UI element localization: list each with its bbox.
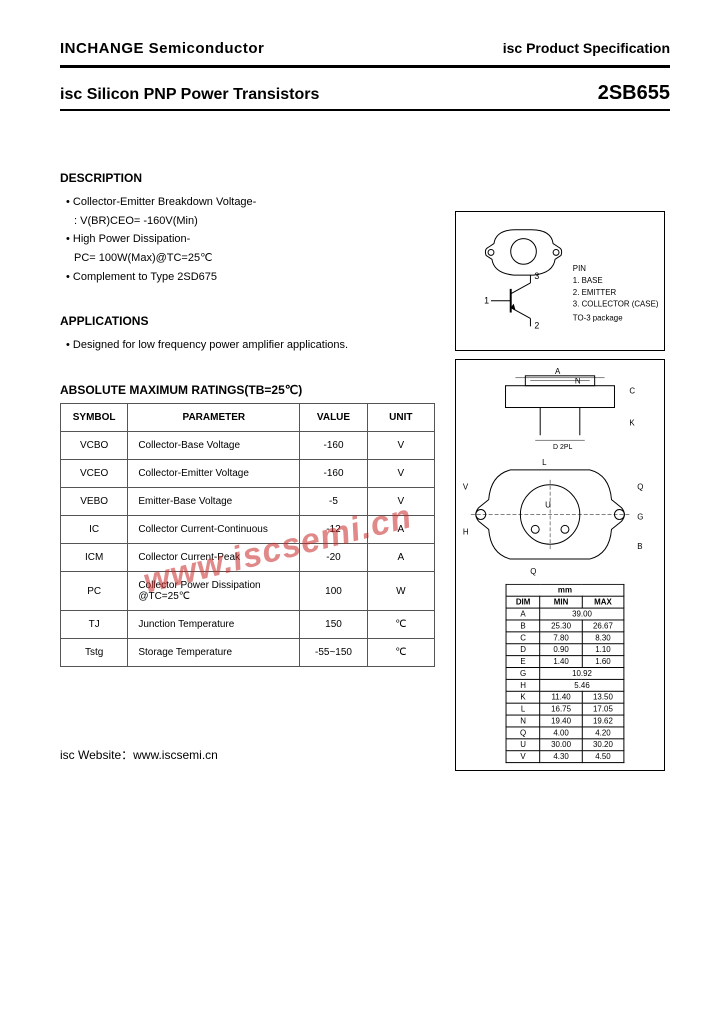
description-list: Collector-Emitter Breakdown Voltage- : V… (60, 193, 435, 286)
svg-text:K: K (629, 418, 635, 427)
svg-text:PIN: PIN (573, 264, 586, 273)
cell-value: -55~150 (300, 639, 367, 667)
part-number: 2SB655 (598, 82, 670, 105)
footer: isc Website：www.iscsemi.cn (60, 746, 218, 763)
col-symbol: SYMBOL (61, 404, 128, 432)
col-value: VALUE (300, 404, 367, 432)
left-column: DESCRIPTION Collector-Emitter Breakdown … (60, 171, 455, 771)
app-line: Designed for low frequency power amplifi… (60, 336, 435, 355)
ratings-table: SYMBOL PARAMETER VALUE UNIT VCBO Collect… (60, 403, 435, 667)
svg-text:3. COLLECTOR (CASE): 3. COLLECTOR (CASE) (573, 300, 659, 309)
desc-line: High Power Dissipation- (60, 230, 435, 249)
applications-heading: APPLICATIONS (60, 314, 435, 328)
table-header-row: SYMBOL PARAMETER VALUE UNIT (61, 404, 435, 432)
svg-text:L: L (542, 458, 547, 467)
svg-text:N: N (575, 377, 581, 386)
company-name: INCHANGE Semiconductor (60, 40, 264, 57)
svg-text:Q: Q (637, 483, 643, 492)
cell-symbol: Tstg (61, 639, 128, 667)
cell-unit: ℃ (367, 639, 434, 667)
svg-text:2: 2 (534, 320, 539, 330)
svg-text:D 2PL: D 2PL (553, 444, 572, 451)
applications-text: Designed for low frequency power amplifi… (60, 336, 435, 355)
package-drawing: A N C K D 2PL (455, 359, 665, 771)
cell-param: Collector-Base Voltage (128, 432, 300, 460)
table-row: VCBO Collector-Base Voltage -160 V (61, 432, 435, 460)
svg-text:G: G (637, 512, 643, 521)
svg-text:V: V (463, 483, 469, 492)
cell-value: -160 (300, 460, 367, 488)
cell-unit: V (367, 460, 434, 488)
rule-top (60, 65, 670, 68)
cell-symbol: IC (61, 516, 128, 544)
svg-text:3: 3 (534, 271, 539, 281)
desc-line: PC= 100W(Max)@TC=25℃ (60, 249, 435, 268)
cell-value: -5 (300, 488, 367, 516)
cell-param: Storage Temperature (128, 639, 300, 667)
pinout-diagram: 1 3 2 PIN 1. BASE 2. EMITTER 3. COLLECTO… (455, 211, 665, 351)
col-unit: UNIT (367, 404, 434, 432)
svg-text:H: H (463, 527, 469, 536)
cell-symbol: ICM (61, 544, 128, 572)
svg-text:A: A (555, 367, 561, 376)
table-row: TJ Junction Temperature 150 ℃ (61, 611, 435, 639)
cell-value: -12 (300, 516, 367, 544)
rule-title (60, 109, 670, 111)
table-row: IC Collector Current-Continuous -12 A (61, 516, 435, 544)
cell-param: Junction Temperature (128, 611, 300, 639)
cell-value: -20 (300, 544, 367, 572)
table-row: VEBO Emitter-Base Voltage -5 V (61, 488, 435, 516)
desc-line: Complement to Type 2SD675 (60, 268, 435, 287)
footer-label: isc Website： (60, 748, 133, 762)
svg-text:C: C (629, 387, 635, 396)
cell-param: Collector Current-Continuous (128, 516, 300, 544)
svg-text:U: U (545, 501, 551, 510)
table-row: VCEO Collector-Emitter Voltage -160 V (61, 460, 435, 488)
cell-symbol: VCEO (61, 460, 128, 488)
cell-symbol: VCBO (61, 432, 128, 460)
description-heading: DESCRIPTION (60, 171, 435, 185)
cell-param: Emitter-Base Voltage (128, 488, 300, 516)
cell-symbol: PC (61, 572, 128, 611)
table-row: ICM Collector Current-Peak -20 A (61, 544, 435, 572)
cell-unit: V (367, 432, 434, 460)
cell-value: 150 (300, 611, 367, 639)
cell-value: 100 (300, 572, 367, 611)
spec-title: isc Product Specification (503, 40, 670, 56)
svg-text:1. BASE: 1. BASE (573, 276, 603, 285)
cell-symbol: VEBO (61, 488, 128, 516)
table-row: PC Collector Power Dissipation@TC=25℃ 10… (61, 572, 435, 611)
cell-param: Collector Power Dissipation@TC=25℃ (128, 572, 300, 611)
cell-unit: V (367, 488, 434, 516)
table-row: Tstg Storage Temperature -55~150 ℃ (61, 639, 435, 667)
cell-unit: A (367, 516, 434, 544)
desc-line: Collector-Emitter Breakdown Voltage- (60, 193, 435, 212)
cell-value: -160 (300, 432, 367, 460)
right-column: 1 3 2 PIN 1. BASE 2. EMITTER 3. COLLECTO… (455, 171, 670, 771)
col-parameter: PARAMETER (128, 404, 300, 432)
footer-url: www.iscsemi.cn (133, 748, 218, 762)
svg-text:TO-3 package: TO-3 package (573, 313, 623, 322)
desc-line: : V(BR)CEO= -160V(Min) (60, 212, 435, 231)
product-title: isc Silicon PNP Power Transistors (60, 86, 319, 104)
cell-param: Collector Current-Peak (128, 544, 300, 572)
svg-text:B: B (637, 542, 642, 551)
cell-unit: ℃ (367, 611, 434, 639)
cell-unit: A (367, 544, 434, 572)
cell-symbol: TJ (61, 611, 128, 639)
ratings-heading: ABSOLUTE MAXIMUM RATINGS(TB=25℃) (60, 383, 435, 397)
svg-text:2. EMITTER: 2. EMITTER (573, 288, 617, 297)
svg-text:1: 1 (484, 296, 489, 306)
cell-unit: W (367, 572, 434, 611)
cell-param: Collector-Emitter Voltage (128, 460, 300, 488)
svg-text:Q: Q (530, 567, 536, 576)
